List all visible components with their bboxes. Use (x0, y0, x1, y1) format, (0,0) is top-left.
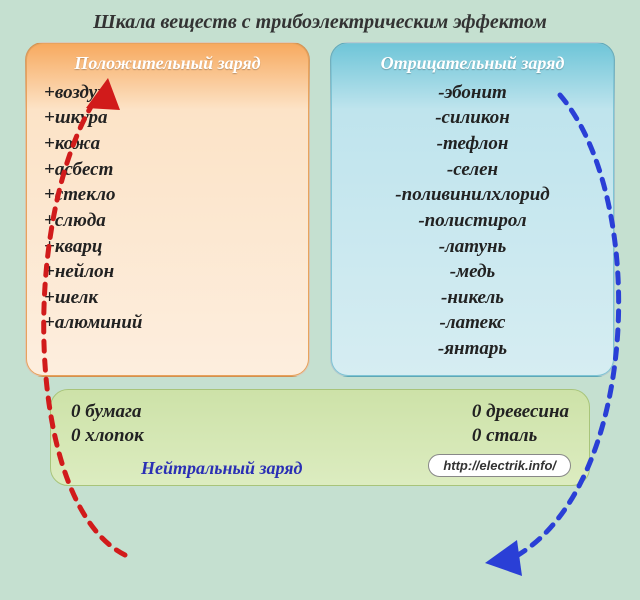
negative-item: -янтарь (349, 336, 596, 362)
negative-item: -поливинилхлорид (349, 182, 596, 208)
positive-item: +воздух (44, 80, 291, 106)
page-title: Шкала веществ с трибоэлектрическим эффек… (0, 0, 640, 42)
negative-item: -никель (349, 285, 596, 311)
positive-item: +стекло (44, 182, 291, 208)
negative-item: -полистирол (349, 208, 596, 234)
neutral-heading: Нейтральный заряд (141, 459, 302, 479)
negative-item: -медь (349, 259, 596, 285)
negative-heading: Отрицательный заряд (349, 53, 596, 74)
columns-wrap: Положительный заряд +воздух+шкура+кожа+а… (0, 42, 640, 377)
neutral-col-1: 0 бумага0 хлопок (71, 400, 144, 449)
positive-item: +шелк (44, 285, 291, 311)
positive-list: +воздух+шкура+кожа+асбест+стекло+слюда+к… (44, 80, 291, 336)
neutral-item: 0 сталь (472, 424, 569, 449)
neutral-panel: 0 бумага0 хлопок 0 древесина0 сталь Нейт… (50, 389, 590, 486)
positive-item: +асбест (44, 157, 291, 183)
url-badge[interactable]: http://electrik.info/ (428, 454, 571, 477)
positive-heading: Положительный заряд (44, 53, 291, 74)
positive-item: +слюда (44, 208, 291, 234)
negative-item: -силикон (349, 105, 596, 131)
negative-panel: Отрицательный заряд -эбонит-силикон-тефл… (330, 42, 615, 377)
negative-item: -тефлон (349, 131, 596, 157)
positive-panel: Положительный заряд +воздух+шкура+кожа+а… (25, 42, 310, 377)
negative-item: -латунь (349, 234, 596, 260)
neutral-item: 0 хлопок (71, 424, 144, 449)
positive-item: +кожа (44, 131, 291, 157)
positive-item: +алюминий (44, 310, 291, 336)
neutral-item: 0 древесина (472, 400, 569, 425)
positive-item: +нейлон (44, 259, 291, 285)
positive-item: +кварц (44, 234, 291, 260)
positive-item: +шкура (44, 105, 291, 131)
negative-item: -латекс (349, 310, 596, 336)
negative-item: -эбонит (349, 80, 596, 106)
neutral-col-2: 0 древесина0 сталь (472, 400, 569, 449)
neutral-item: 0 бумага (71, 400, 144, 425)
negative-item: -селен (349, 157, 596, 183)
negative-list: -эбонит-силикон-тефлон-селен-поливинилхл… (349, 80, 596, 362)
